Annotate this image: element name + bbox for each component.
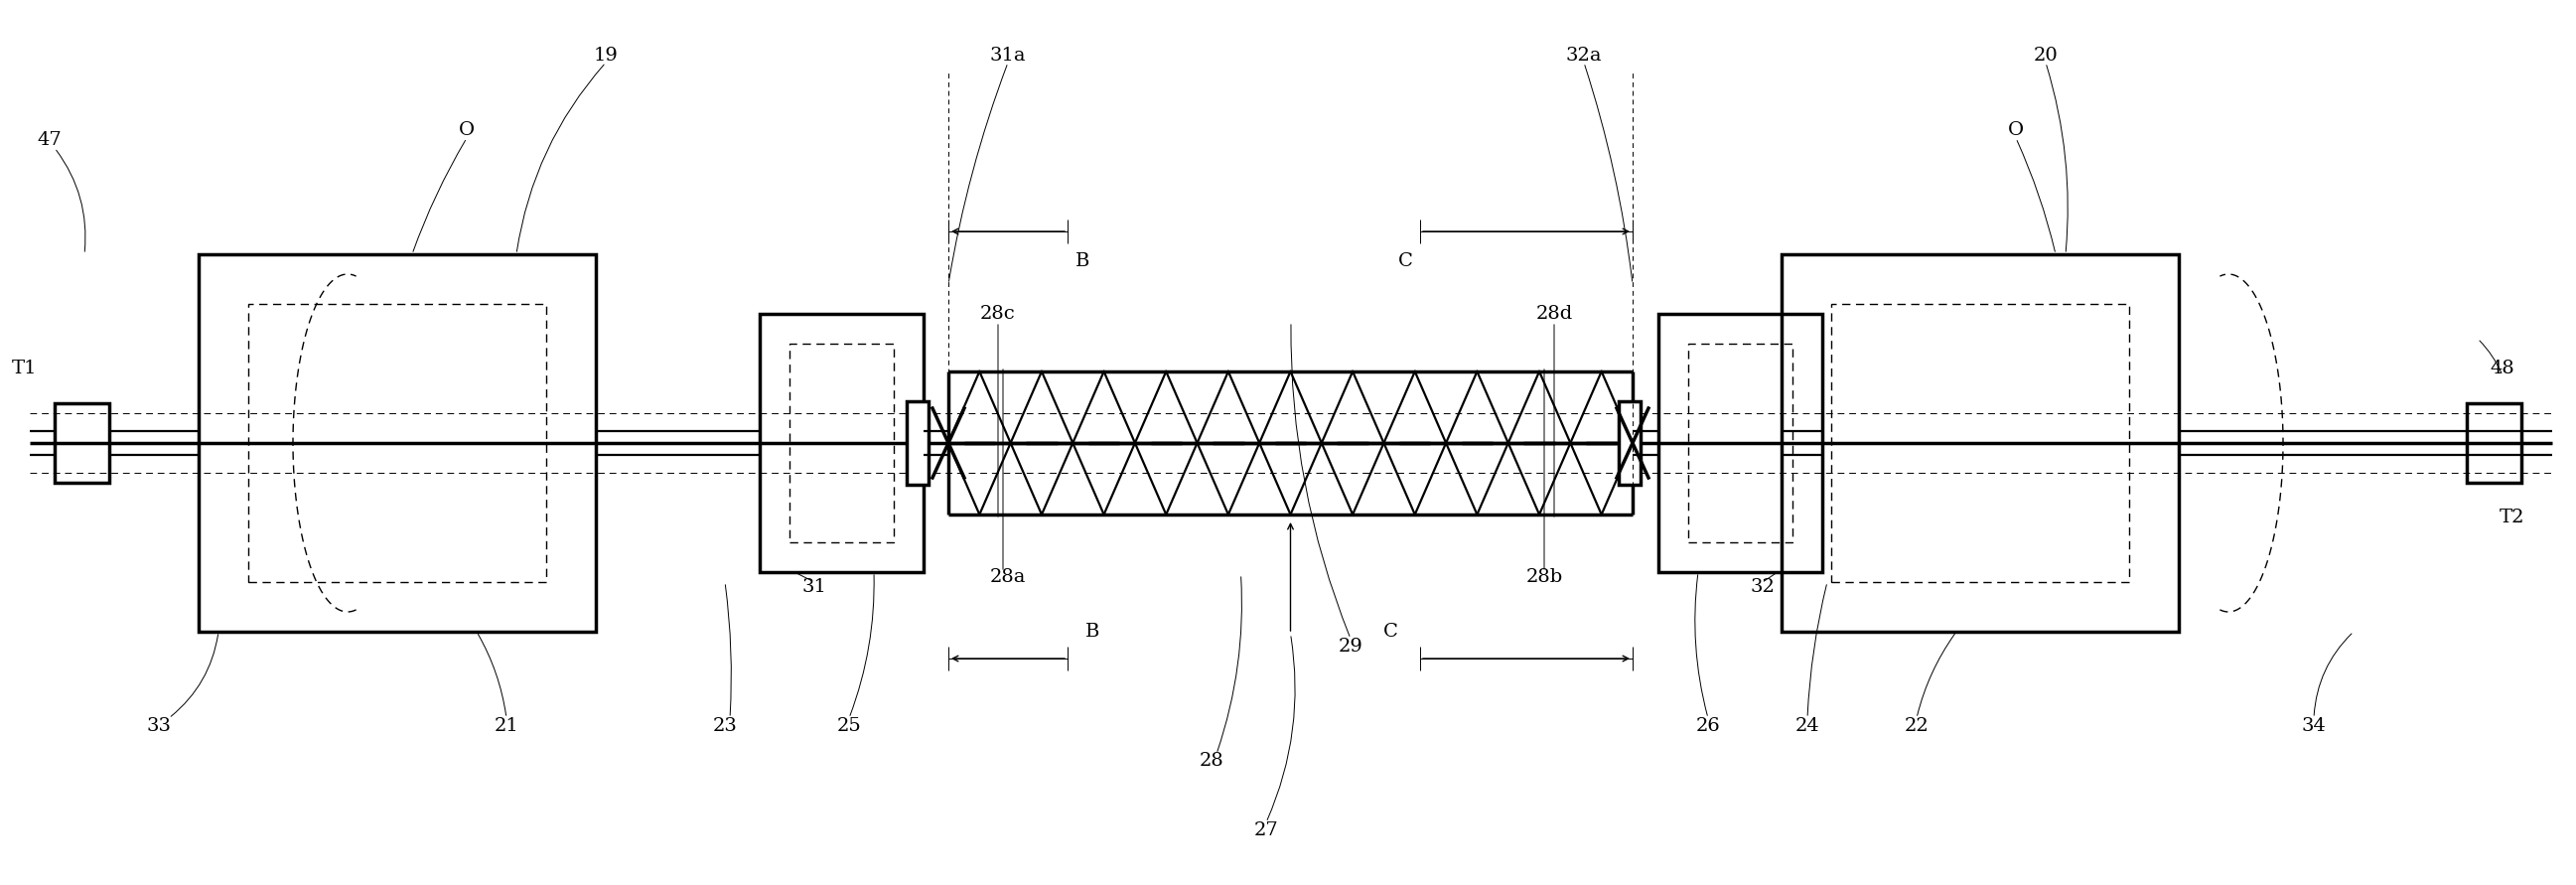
Bar xyxy=(1618,401,1641,485)
Text: O: O xyxy=(459,121,474,139)
Bar xyxy=(760,314,925,572)
Text: 23: 23 xyxy=(714,717,737,735)
Text: C: C xyxy=(1399,252,1412,270)
Bar xyxy=(788,343,894,543)
Text: 25: 25 xyxy=(837,717,860,735)
Text: 31a: 31a xyxy=(989,47,1025,65)
Text: 32a: 32a xyxy=(1566,47,1602,65)
Bar xyxy=(907,401,927,485)
Text: T2: T2 xyxy=(2499,509,2524,527)
Text: 34: 34 xyxy=(2300,717,2326,735)
Text: 28c: 28c xyxy=(981,305,1015,323)
Text: 22: 22 xyxy=(1904,717,1929,735)
Text: 48: 48 xyxy=(2491,359,2514,377)
Bar xyxy=(247,304,546,582)
Bar xyxy=(1659,314,1821,572)
Text: C: C xyxy=(1383,623,1399,641)
Bar xyxy=(1832,304,2130,582)
Text: 21: 21 xyxy=(495,717,518,735)
Text: 31: 31 xyxy=(801,578,827,596)
Text: 33: 33 xyxy=(147,717,170,735)
Text: 28a: 28a xyxy=(989,568,1025,586)
Text: 19: 19 xyxy=(592,47,618,65)
Bar xyxy=(54,404,108,482)
Text: 28b: 28b xyxy=(1525,568,1564,586)
Text: B: B xyxy=(1084,623,1100,641)
Text: B: B xyxy=(1074,252,1090,270)
Text: 20: 20 xyxy=(2032,47,2058,65)
Bar xyxy=(198,254,595,632)
Text: 27: 27 xyxy=(1255,821,1278,839)
Text: 26: 26 xyxy=(1695,717,1721,735)
Bar xyxy=(2468,404,2522,482)
Text: 28: 28 xyxy=(1200,752,1224,770)
Text: 28d: 28d xyxy=(1535,305,1571,323)
Text: T1: T1 xyxy=(13,359,39,377)
Text: 47: 47 xyxy=(39,131,62,149)
Bar xyxy=(1783,254,2179,632)
Text: 24: 24 xyxy=(1795,717,1819,735)
Bar xyxy=(1687,343,1793,543)
Text: 29: 29 xyxy=(1337,638,1363,656)
Text: O: O xyxy=(2007,121,2025,139)
Text: 32: 32 xyxy=(1749,578,1775,596)
